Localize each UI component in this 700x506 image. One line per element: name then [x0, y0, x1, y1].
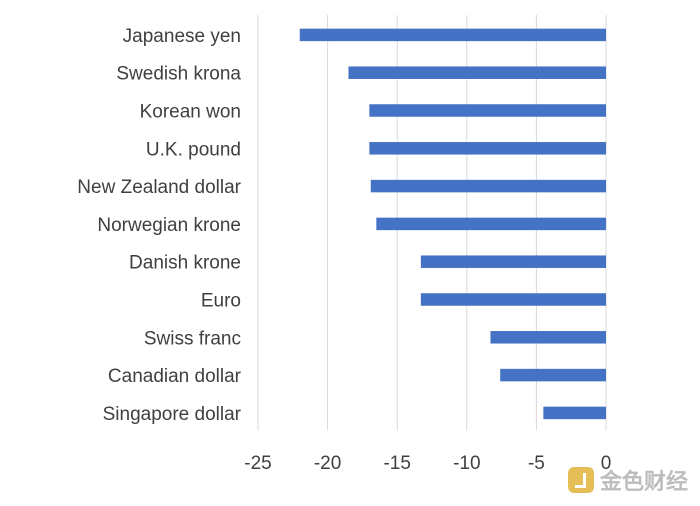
- category-label: U.K. pound: [146, 139, 241, 160]
- x-tick-label: 0: [601, 453, 612, 474]
- x-tick-label: -25: [244, 453, 271, 474]
- bar: [420, 255, 606, 268]
- bar: [369, 142, 606, 155]
- category-labels: Japanese yen Swedish krona Korean won U.K. …: [77, 26, 241, 425]
- bar: [376, 217, 606, 231]
- x-tick-label: -10: [453, 453, 480, 474]
- bars: [299, 28, 606, 420]
- bar: [500, 368, 606, 382]
- x-tick-labels: -25 -20 -15 -10 -5 0: [244, 453, 611, 474]
- category-label: Danish krone: [129, 253, 241, 274]
- watermark: 金色财经: [567, 464, 688, 496]
- bar: [370, 179, 606, 193]
- x-tick-label: -15: [383, 453, 410, 474]
- category-label: Canadian dollar: [108, 366, 242, 387]
- bar: [543, 406, 606, 420]
- watermark-text: 金色财经: [599, 469, 688, 494]
- category-label: Euro: [201, 291, 241, 312]
- category-label: Swiss franc: [144, 328, 241, 349]
- bar: [490, 331, 606, 344]
- bar: [369, 104, 606, 117]
- category-label: Swedish krona: [116, 64, 241, 85]
- bar: [420, 293, 606, 306]
- bar: [299, 28, 606, 42]
- category-label: Norwegian krone: [97, 215, 241, 236]
- x-tick-label: -5: [528, 453, 545, 474]
- category-label: Korean won: [140, 102, 241, 123]
- jinse-logo-icon: [567, 467, 594, 493]
- bar: [348, 66, 606, 79]
- category-label: New Zealand dollar: [77, 177, 241, 198]
- x-tick-label: -20: [314, 453, 341, 474]
- category-label: Japanese yen: [123, 26, 241, 47]
- category-label: Singapore dollar: [103, 404, 242, 425]
